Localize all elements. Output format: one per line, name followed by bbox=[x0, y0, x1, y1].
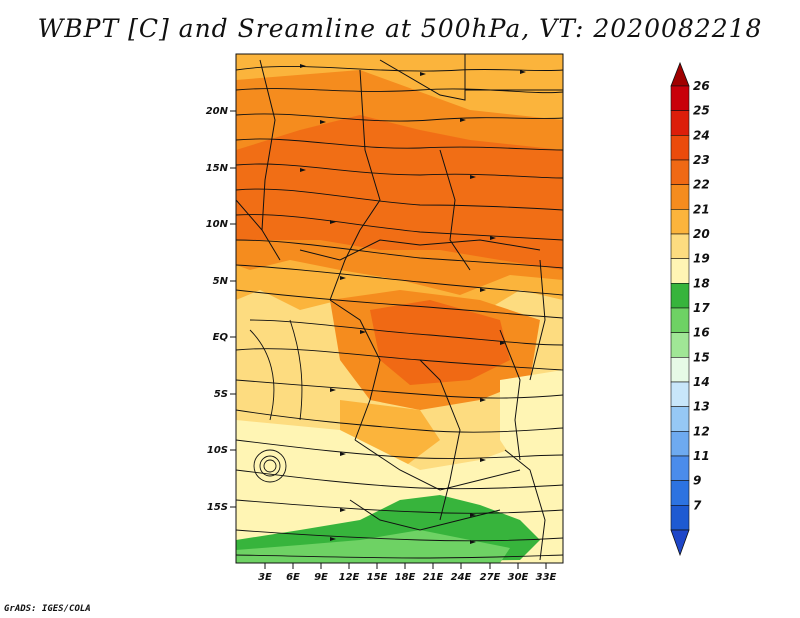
chart-title: WBPT [C] and Sreamline at 500hPa, VT: 20… bbox=[37, 14, 763, 43]
colorbar-cell-9 bbox=[670, 307, 690, 333]
colorbar-label-25: 25 bbox=[693, 104, 710, 118]
colorbar-cell-12 bbox=[670, 381, 690, 407]
colorbar-top-arrow bbox=[670, 61, 690, 87]
lat-label-eq: EQ bbox=[213, 332, 229, 343]
colorbar-cell-3 bbox=[670, 159, 690, 185]
colorbar-label-14: 14 bbox=[693, 375, 710, 389]
lon-label-6e: 6E bbox=[286, 572, 300, 583]
colorbar: 26 25 24 23 22 21 20 19 18 17 16 15 14 13 12 11 9 7 bbox=[670, 61, 710, 557]
colorbar-cell-14 bbox=[670, 431, 690, 457]
country-borders bbox=[236, 54, 563, 561]
colorbar-cell-7 bbox=[670, 258, 690, 284]
lat-label-5n: 5N bbox=[213, 276, 229, 287]
lat-label-5s: 5S bbox=[214, 389, 228, 400]
colorbar-label-12: 12 bbox=[693, 424, 710, 438]
colorbar-cell-10 bbox=[670, 332, 690, 358]
colorbar-cell-4 bbox=[670, 184, 690, 210]
grads-credit: GrADS: IGES/COLA bbox=[4, 604, 91, 614]
lon-label-24e: 24E bbox=[451, 572, 472, 583]
colorbar-cell-1 bbox=[670, 110, 690, 136]
colorbar-label-17: 17 bbox=[693, 301, 710, 315]
lat-label-15n: 15N bbox=[206, 163, 229, 174]
lon-label-27e: 27E bbox=[480, 572, 501, 583]
colorbar-cell-17 bbox=[670, 505, 690, 531]
colorbar-cell-8 bbox=[670, 283, 690, 309]
colorbar-cell-15 bbox=[670, 455, 690, 481]
colorbar-cell-13 bbox=[670, 406, 690, 432]
colorbar-cell-6 bbox=[670, 233, 690, 259]
colorbar-label-21: 21 bbox=[693, 202, 710, 216]
colorbar-label-20: 20 bbox=[693, 227, 710, 241]
colorbar-cell-0 bbox=[670, 85, 690, 111]
colorbar-cell-2 bbox=[670, 135, 690, 161]
colorbar-cell-16 bbox=[670, 480, 690, 506]
colorbar-label-24: 24 bbox=[693, 128, 710, 142]
map-frame bbox=[235, 53, 564, 564]
colorbar-label-16: 16 bbox=[693, 326, 710, 340]
colorbar-label-7: 7 bbox=[693, 498, 702, 512]
lon-label-18e: 18E bbox=[395, 572, 416, 583]
wbpt-field bbox=[236, 54, 563, 563]
latitude-axis: 20N 15N 10N 5N EQ 5S 10S 15S bbox=[206, 106, 236, 513]
colorbar-label-23: 23 bbox=[693, 153, 710, 167]
colorbar-label-19: 19 bbox=[693, 252, 710, 266]
colorbar-label-26: 26 bbox=[693, 79, 710, 93]
streamline-arrows bbox=[300, 64, 526, 544]
lon-label-3e: 3E bbox=[258, 572, 272, 583]
colorbar-label-11: 11 bbox=[693, 449, 710, 463]
colorbar-bottom-arrow bbox=[670, 529, 690, 557]
lat-label-10s: 10S bbox=[207, 445, 228, 456]
lat-label-10n: 10N bbox=[206, 219, 229, 230]
lon-label-21e: 21E bbox=[423, 572, 444, 583]
colorbar-cell-11 bbox=[670, 357, 690, 383]
lon-label-9e: 9E bbox=[314, 572, 328, 583]
lon-label-15e: 15E bbox=[367, 572, 388, 583]
colorbar-label-9: 9 bbox=[693, 474, 701, 488]
colorbar-label-18: 18 bbox=[693, 276, 710, 290]
lat-label-15s: 15S bbox=[207, 502, 228, 513]
colorbar-label-22: 22 bbox=[693, 178, 710, 192]
streamlines bbox=[236, 66, 563, 559]
lon-label-33e: 33E bbox=[536, 572, 557, 583]
colorbar-label-13: 13 bbox=[693, 400, 710, 414]
colorbar-label-15: 15 bbox=[693, 350, 710, 364]
lon-label-12e: 12E bbox=[339, 572, 360, 583]
longitude-axis: 3E 6E 9E 12E 15E 18E 21E 24E 27E 30E 33E bbox=[258, 563, 557, 583]
colorbar-cell-5 bbox=[670, 209, 690, 235]
lon-label-30e: 30E bbox=[508, 572, 529, 583]
lat-label-20n: 20N bbox=[206, 106, 229, 117]
